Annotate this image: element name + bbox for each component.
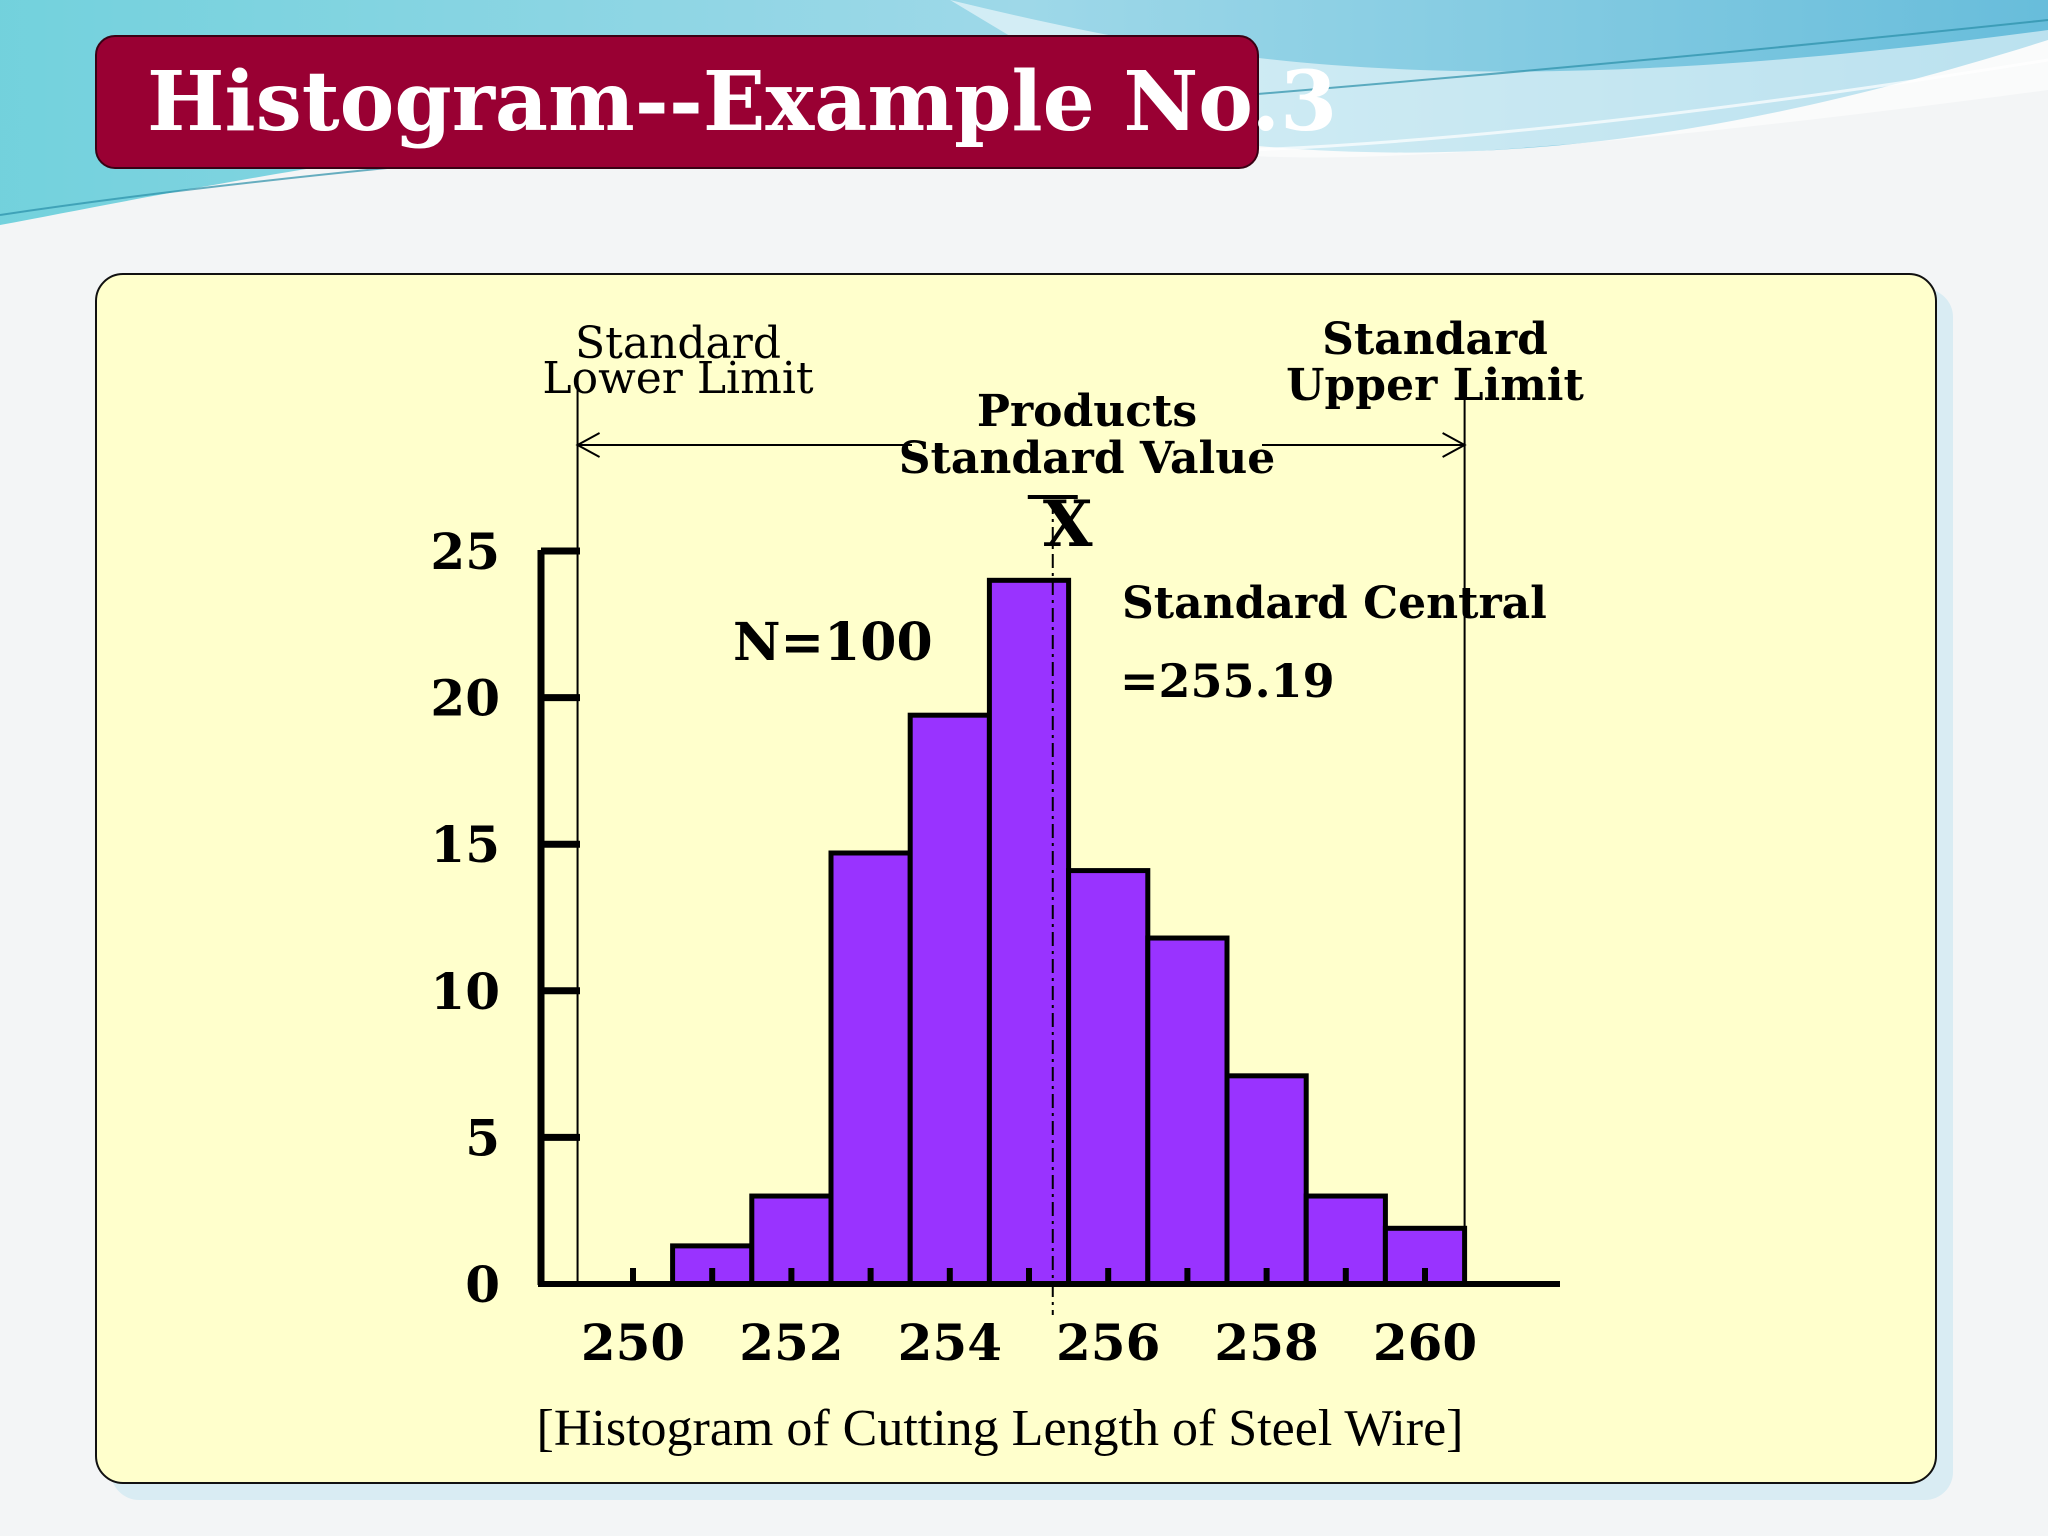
upper-limit-label-line2: Upper Limit <box>1286 360 1584 411</box>
x-tick-label-258: 258 <box>1214 1313 1318 1372</box>
x-tick-label-252: 252 <box>739 1313 843 1372</box>
upper-limit-label-line1: Standard <box>1322 314 1548 365</box>
x-tick-label-260: 260 <box>1373 1313 1477 1372</box>
y-tick-label-0: 0 <box>465 1255 500 1314</box>
lower-limit-label-line2: Lower Limit <box>542 353 814 404</box>
standard-central-label: Standard Central <box>1122 578 1547 629</box>
bars-layer <box>670 577 1468 1287</box>
histogram-bar-6 <box>1066 868 1151 1287</box>
standard-value-label-line2: Standard Value <box>899 433 1275 484</box>
histogram-bar-3 <box>828 850 913 1287</box>
histogram-bar-4 <box>907 712 992 1287</box>
y-ticks-layer: 0 5 10 15 20 25 <box>430 522 580 1314</box>
chart-caption: [Histogram of Cutting Length of Steel Wi… <box>537 1400 1464 1457</box>
y-tick-label-15: 15 <box>430 815 500 874</box>
annotations: Standard Lower Limit Standard Upper Limi… <box>537 314 1585 1457</box>
histogram-bar-7 <box>1145 935 1230 1287</box>
y-tick-label-10: 10 <box>430 962 500 1021</box>
limits-layer <box>575 378 1467 1315</box>
standard-value-label-line1: Products <box>977 386 1197 437</box>
x-tick-label-250: 250 <box>581 1313 685 1372</box>
xbar-symbol: X <box>1043 487 1093 562</box>
arrowhead-left-icon <box>575 432 601 458</box>
axes-layer <box>537 550 1560 1287</box>
y-tick-label-5: 5 <box>465 1108 500 1167</box>
lower-limit-label-line1: Standard <box>575 318 781 369</box>
x-tick-label-254: 254 <box>898 1313 1002 1372</box>
x-tick-label-256: 256 <box>1056 1313 1160 1372</box>
n-count-label: N=100 <box>733 612 933 673</box>
standard-central-value: =255.19 <box>1120 654 1335 708</box>
y-tick-label-25: 25 <box>430 522 500 581</box>
y-tick-label-20: 20 <box>430 669 500 728</box>
slide-title: Histogram--Example No.3 <box>95 35 1337 169</box>
x-ticks-layer: 250 252 254 256 258 260 <box>581 1268 1477 1372</box>
histogram-bar-5 <box>986 577 1072 1287</box>
histogram-bar-8 <box>1224 1073 1309 1287</box>
arrowhead-right-icon <box>1442 432 1467 458</box>
